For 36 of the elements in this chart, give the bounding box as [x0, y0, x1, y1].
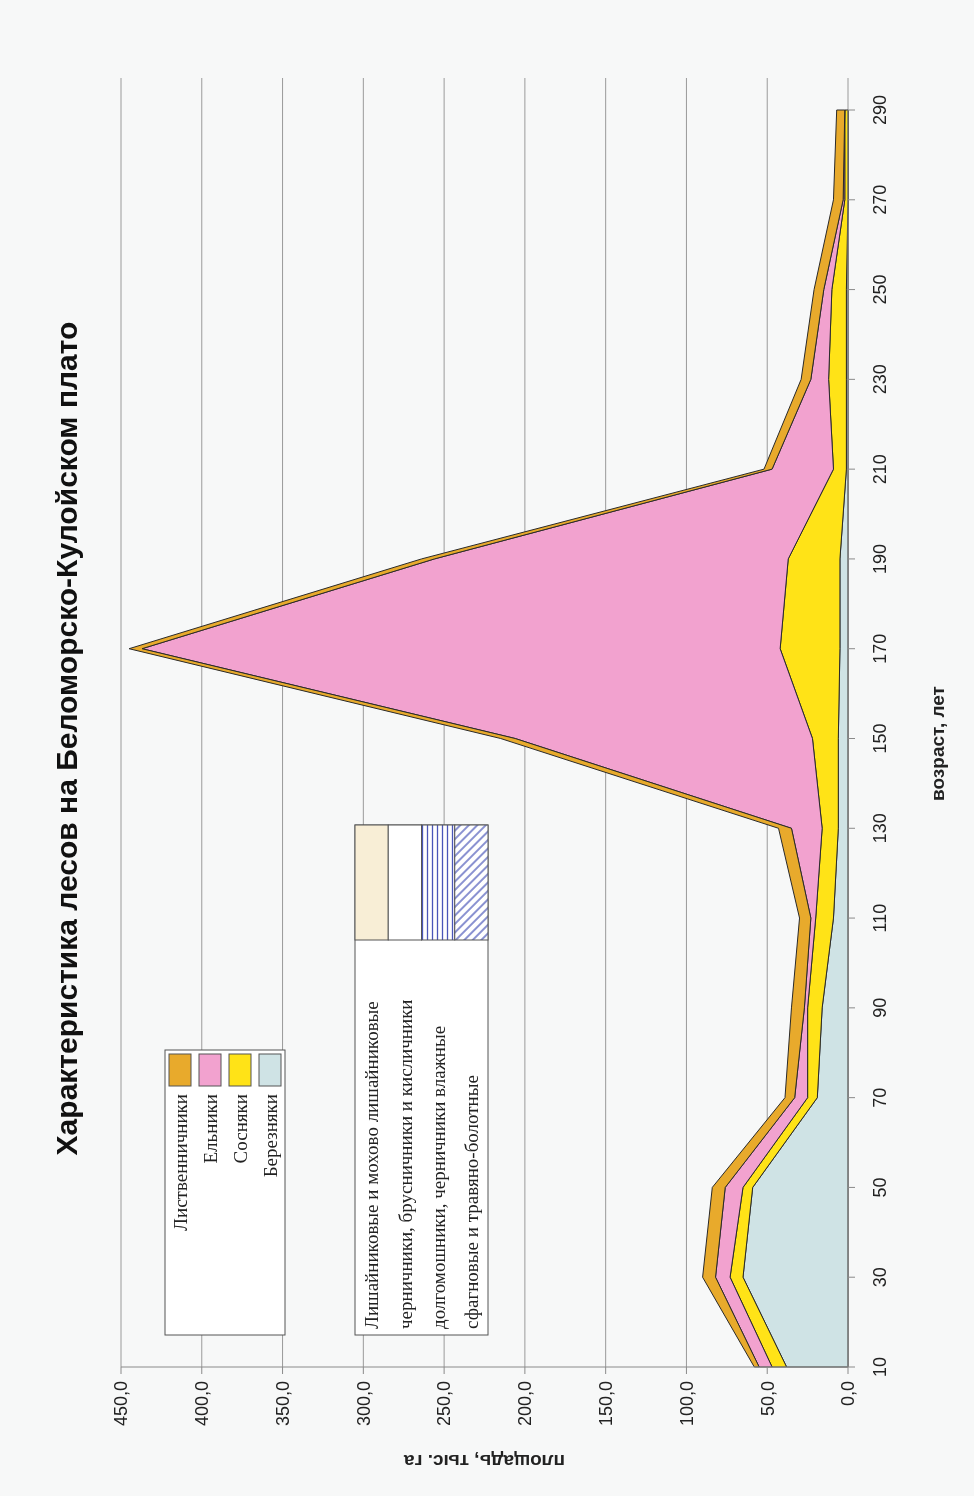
- y-tick-label: 30: [870, 1267, 891, 1288]
- y-tick-label: 250: [870, 274, 891, 305]
- x-tick-label: 300,0: [353, 1381, 374, 1427]
- y-tick-label: 70: [870, 1087, 891, 1108]
- y-tick-label: 130: [870, 813, 891, 844]
- y-tick-label: 190: [870, 543, 891, 574]
- text: Характеристика лесов на Беломорско-Кулойском плато: [49, 321, 83, 1156]
- y-tick-label: 50: [870, 1177, 891, 1198]
- x-tick-label: 450,0: [111, 1381, 132, 1427]
- x-tick-label: 100,0: [676, 1381, 697, 1427]
- legend-label: Березняки: [259, 1094, 281, 1178]
- x-tick-label: 200,0: [515, 1381, 536, 1427]
- x-tick-label: 0,0: [838, 1381, 859, 1407]
- y-tick-label: 290: [870, 94, 891, 126]
- annotation: Лишайниковые и мохово лишайниковые: [361, 1001, 383, 1329]
- y-tick-label: 150: [870, 723, 891, 754]
- x-tick-label: 150,0: [595, 1381, 616, 1427]
- y-tick-label: 210: [870, 454, 891, 485]
- annotation: черничники, брусничники и кисличники: [394, 999, 416, 1329]
- y-tick-label: 90: [870, 997, 891, 1018]
- x-tick-label: 400,0: [192, 1381, 213, 1427]
- y-tick-label: 270: [870, 184, 891, 215]
- y-tick-label: 110: [870, 903, 891, 933]
- legend-label: Лиственничники: [169, 1094, 191, 1231]
- x-tick-label: 50,0: [757, 1381, 778, 1417]
- legend-label: Ельники: [199, 1094, 221, 1164]
- x-tick-label: 250,0: [434, 1381, 455, 1427]
- x-axis-title: площадь, тыс. га: [403, 1451, 566, 1473]
- annotation: долгомошники, черничники влажные: [427, 1025, 449, 1329]
- annotation: сфагновые и травяно-болотные: [461, 1075, 483, 1329]
- x-tick-label: 350,0: [272, 1381, 293, 1427]
- y-tick-label: 170: [870, 633, 891, 664]
- legend-label: Сосняки: [229, 1094, 251, 1164]
- y-axis-title: возраст, лет: [926, 686, 948, 801]
- y-tick-label: 10: [870, 1356, 891, 1378]
- y-tick-label: 230: [870, 364, 891, 395]
